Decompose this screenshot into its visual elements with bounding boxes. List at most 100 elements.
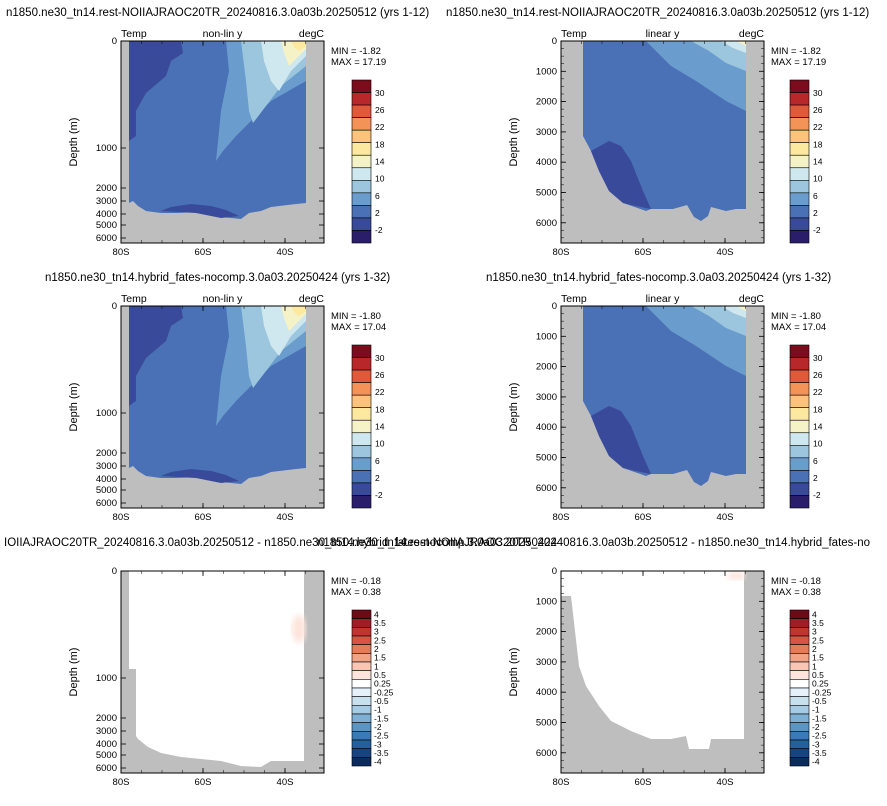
- colorbar-swatch: [789, 104, 810, 118]
- colorbar-label: -3: [374, 739, 382, 749]
- colorbar-label: 22: [813, 387, 823, 397]
- contour-band-3: [736, 41, 746, 46]
- colorbar-label: -2: [813, 490, 821, 500]
- colorbar-swatch: [351, 713, 372, 723]
- panel-title: n1850.ne30_tn14.hybrid_fates-nocomp.3.0a…: [45, 272, 390, 284]
- y-axis-label: Depth (m): [68, 118, 80, 167]
- colorbar-swatch: [351, 495, 372, 509]
- colorbar-label: -1: [812, 705, 820, 715]
- panel-title: n1850.ne30_tn14.hybrid_fates-nocomp.3.0a…: [486, 272, 831, 284]
- colorbar-swatch: [789, 748, 810, 758]
- y-tick-label: 0: [112, 301, 117, 312]
- y-tick-label: 0: [552, 36, 557, 47]
- center-label: linear y: [646, 293, 681, 305]
- colorbar-label: 1: [374, 661, 379, 671]
- x-tick-label: 40S: [717, 247, 734, 258]
- colorbar-swatch: [351, 644, 372, 654]
- y-tick-label: 4000: [96, 209, 117, 220]
- y-tick-label: 3000: [536, 392, 557, 403]
- min-label: MIN = -1.82: [771, 46, 821, 57]
- max-label: MAX = 17.19: [771, 57, 826, 68]
- colorbar-label: 3: [374, 627, 379, 637]
- y-tick-label: 5000: [536, 188, 557, 199]
- x-tick-label: 80S: [553, 247, 570, 258]
- right-label: degC: [739, 293, 765, 305]
- colorbar-label: 1.5: [812, 653, 824, 663]
- colorbar-label: 6: [375, 456, 380, 466]
- x-tick-label: 60S: [635, 247, 652, 258]
- y-tick-label: 1000: [536, 331, 557, 342]
- colorbar-label: 1: [812, 661, 817, 671]
- y-tick-label: 5000: [96, 750, 117, 761]
- x-tick-label: 40S: [277, 777, 294, 788]
- x-tick-label: 40S: [717, 512, 734, 523]
- colorbar-label: 26: [813, 105, 823, 115]
- y-tick-label: 0: [552, 301, 557, 312]
- colorbar-swatch: [789, 495, 810, 509]
- colorbar-swatch: [351, 627, 372, 637]
- colorbar-label: 0.5: [812, 670, 824, 680]
- colorbar: 30 26 22 18 14 10 6 2 -2: [351, 344, 385, 509]
- colorbar-swatch: [351, 117, 372, 131]
- contour-band-4: [291, 306, 306, 316]
- colorbar-swatch: [351, 687, 372, 697]
- colorbar-swatch: [351, 653, 372, 663]
- colorbar-label: 4: [812, 609, 817, 619]
- min-label: MIN = -1.80: [331, 311, 381, 322]
- y-tick-label: 1000: [96, 143, 117, 154]
- colorbar: 43.532.521.510.50.25-0.25-0.5-1-1.5-2-2.…: [351, 609, 394, 767]
- colorbar-swatch: [351, 230, 372, 244]
- colorbar: 30 26 22 18 14 10 6 2 -2: [351, 79, 385, 244]
- colorbar-label: -2.5: [374, 731, 389, 741]
- colorbar: 43.532.521.510.50.25-0.25-0.5-1-1.5-2-2.…: [789, 609, 832, 767]
- colorbar-label: 2: [812, 644, 817, 654]
- colorbar-swatch: [789, 419, 810, 434]
- x-tick-label: 40S: [277, 512, 294, 523]
- x-tick-label: 80S: [113, 512, 130, 523]
- colorbar-swatch: [789, 394, 810, 408]
- y-tick-label: 5000: [96, 220, 117, 231]
- colorbar-label: 18: [375, 139, 385, 149]
- colorbar-swatch: [789, 407, 810, 421]
- y-axis-label: Depth (m): [68, 383, 80, 432]
- colorbar-swatch: [351, 696, 372, 706]
- colorbar-swatch: [351, 104, 372, 118]
- colorbar-swatch: [351, 432, 372, 446]
- min-label: MIN = -1.80: [771, 311, 821, 322]
- colorbar-swatch: [789, 470, 810, 484]
- colorbar-swatch: [351, 180, 372, 194]
- colorbar-label: -0.25: [812, 687, 832, 697]
- colorbar-label: -4: [374, 757, 382, 767]
- x-tick-label: 60S: [195, 247, 212, 258]
- y-tick-label: 3000: [96, 461, 117, 472]
- panel-5: IOIIAJRAOC20TR_20240816.3.0a03b.20250512…: [4, 537, 558, 788]
- y-tick-label: 4000: [536, 157, 557, 168]
- colorbar-label: 18: [375, 404, 385, 414]
- colorbar-label: 6: [813, 456, 818, 466]
- colorbar-label: -3.5: [812, 748, 827, 758]
- colorbar-label: -2: [375, 225, 383, 235]
- colorbar-label: 2: [375, 473, 380, 483]
- plot-frame: [560, 305, 765, 509]
- y-tick-label: 0: [552, 566, 557, 577]
- colorbar-label: -0.5: [812, 696, 827, 706]
- y-tick-label: 2000: [96, 713, 117, 724]
- y-tick-label: 4000: [536, 687, 557, 698]
- colorbar: 30 26 22 18 14 10 6 2 -2: [789, 79, 823, 244]
- colorbar-swatch: [789, 129, 810, 143]
- x-tick-label: 80S: [553, 512, 570, 523]
- colorbar-label: -0.5: [374, 696, 389, 706]
- left-label: Temp: [121, 293, 147, 305]
- colorbar-label: 30: [375, 353, 385, 363]
- colorbar-swatch: [351, 217, 372, 231]
- colorbar-swatch: [789, 217, 810, 231]
- y-axis-label: Depth (m): [508, 383, 520, 432]
- y-tick-label: 5000: [96, 485, 117, 496]
- colorbar-swatch: [351, 661, 372, 671]
- colorbar: 30 26 22 18 14 10 6 2 -2: [789, 344, 823, 509]
- colorbar-swatch: [351, 369, 372, 383]
- panel-2: n1850.ne30_tn14.rest-NOIIAJRAOC20TR_2024…: [446, 7, 869, 258]
- colorbar-swatch: [351, 445, 372, 459]
- colorbar-swatch: [351, 92, 372, 106]
